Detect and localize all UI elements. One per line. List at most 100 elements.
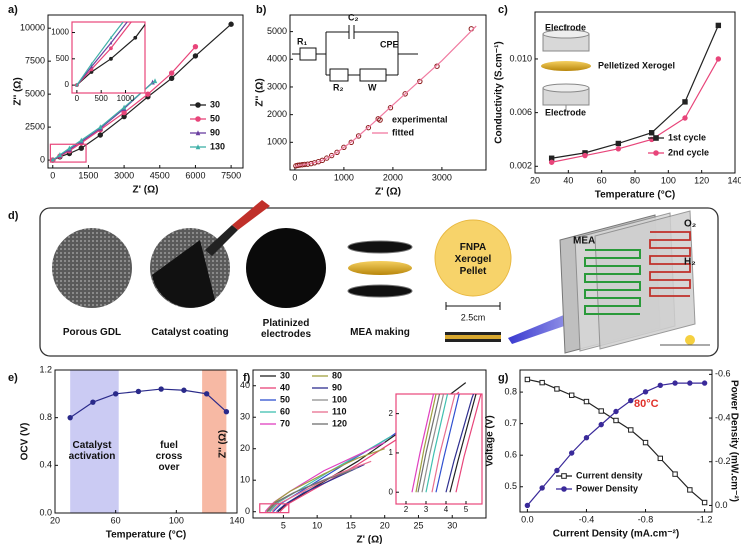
legend-label: 110 xyxy=(332,406,347,416)
y2-axis-label: Power Density (mW.cm⁻²) xyxy=(728,380,739,502)
data-point xyxy=(109,46,113,51)
data-point xyxy=(319,157,326,164)
data-point xyxy=(109,35,113,40)
legend-label: experimental xyxy=(392,114,448,124)
data-point xyxy=(657,455,664,462)
data-point xyxy=(682,115,688,121)
y-tick-label: 0.010 xyxy=(509,53,532,63)
x-tick-label: 20 xyxy=(50,515,60,525)
x-tick-label: 3000 xyxy=(432,172,452,182)
step-label: Catalyst coating xyxy=(151,327,229,338)
annotation: Electrode xyxy=(545,22,586,32)
plot-frame xyxy=(47,14,244,169)
data-point xyxy=(365,124,372,131)
x-tick-label: 30 xyxy=(447,520,457,530)
data-point xyxy=(341,144,347,151)
data-point xyxy=(583,398,590,405)
data-point xyxy=(112,391,119,397)
y-tick-label: 0.002 xyxy=(509,161,532,171)
legend-label: Power Density xyxy=(576,483,638,493)
x-axis-label: Temperature (°C) xyxy=(595,190,676,201)
data-point xyxy=(524,376,531,383)
data-point xyxy=(687,380,693,386)
zoom-box xyxy=(49,143,87,163)
data-point xyxy=(653,150,659,156)
data-point xyxy=(648,130,655,136)
series-line xyxy=(425,394,449,493)
legend-label: 30 xyxy=(210,99,220,109)
data-point xyxy=(90,399,96,405)
data-point xyxy=(133,35,138,40)
data-point xyxy=(121,109,127,116)
data-point xyxy=(615,140,622,147)
x-tick-label: 25 xyxy=(413,520,423,530)
legend-label: 90 xyxy=(210,127,220,137)
inset-frame xyxy=(395,393,483,505)
inset-frame xyxy=(71,21,146,94)
series-line xyxy=(52,23,232,161)
data-point xyxy=(628,427,634,433)
series-line xyxy=(435,394,460,493)
legend-label: 30 xyxy=(280,370,290,380)
data-point xyxy=(90,64,93,69)
data-point xyxy=(121,104,127,110)
data-point xyxy=(158,386,164,392)
y-tick-label: 7500 xyxy=(25,56,45,66)
y-axis-label: Z'' (Ω) xyxy=(13,77,24,105)
data-point xyxy=(90,62,93,66)
data-point xyxy=(181,387,187,393)
y-tick-label: 3000 xyxy=(267,81,287,91)
data-point xyxy=(134,10,137,13)
panel-label: c) xyxy=(498,4,508,16)
x-tick-label: 0 xyxy=(50,170,55,180)
panel-label: g) xyxy=(498,372,509,384)
series-line xyxy=(69,388,227,419)
y-tick-label: 4000 xyxy=(267,54,287,64)
plot-frame xyxy=(54,369,238,514)
y-tick-label: 5000 xyxy=(25,89,45,99)
data-point xyxy=(377,117,383,123)
x-tick-label: 60 xyxy=(597,175,607,185)
y-tick-label: 40 xyxy=(240,380,250,390)
data-point xyxy=(642,389,649,395)
legend-label: 2nd cycle xyxy=(668,147,709,157)
y-tick-label: 0 xyxy=(245,506,250,516)
y-tick-label: 5000 xyxy=(267,26,287,36)
data-point xyxy=(355,133,362,139)
data-point xyxy=(334,149,340,155)
x-tick-label: -0.8 xyxy=(638,514,654,524)
data-point xyxy=(75,83,79,87)
x-tick-label: 6000 xyxy=(185,170,205,180)
x-tick-label: 5 xyxy=(281,520,286,530)
y2-tick-label: -0.4 xyxy=(715,412,731,422)
x-tick-label: 10 xyxy=(312,520,322,530)
step-label: Porous GDL xyxy=(62,327,122,338)
data-point xyxy=(324,155,330,161)
data-point xyxy=(598,421,604,428)
data-point xyxy=(701,380,708,386)
x-tick-label: 500 xyxy=(95,94,109,103)
x-tick-label: -0.4 xyxy=(579,514,595,524)
data-point xyxy=(67,145,72,151)
annotation: W xyxy=(368,82,377,92)
step-label: Platinized electrodes xyxy=(260,318,312,340)
y-tick-label: 2000 xyxy=(267,109,287,119)
y-tick-label: 0.7 xyxy=(504,418,517,428)
panel-label: f) xyxy=(243,372,251,384)
legend-label: 130 xyxy=(210,141,225,151)
x-tick-label: 80 xyxy=(630,175,640,185)
inset-series xyxy=(411,394,482,493)
data-point xyxy=(78,145,84,151)
chart-panel: 20 60 100 140 0.0 0.4 0.8 1.2 e) Temperature (°C)… xyxy=(8,364,245,540)
x-tick-label: 20 xyxy=(530,175,540,185)
data-point xyxy=(168,75,175,82)
x-tick-label: -1.2 xyxy=(697,514,713,524)
series-line xyxy=(417,394,441,493)
data-point xyxy=(97,132,104,138)
electrode-graphic xyxy=(541,24,591,112)
data-point xyxy=(642,439,649,446)
series-line xyxy=(411,394,435,493)
y-tick-label: 10 xyxy=(240,475,250,485)
x-tick-label: 3 xyxy=(424,505,429,514)
